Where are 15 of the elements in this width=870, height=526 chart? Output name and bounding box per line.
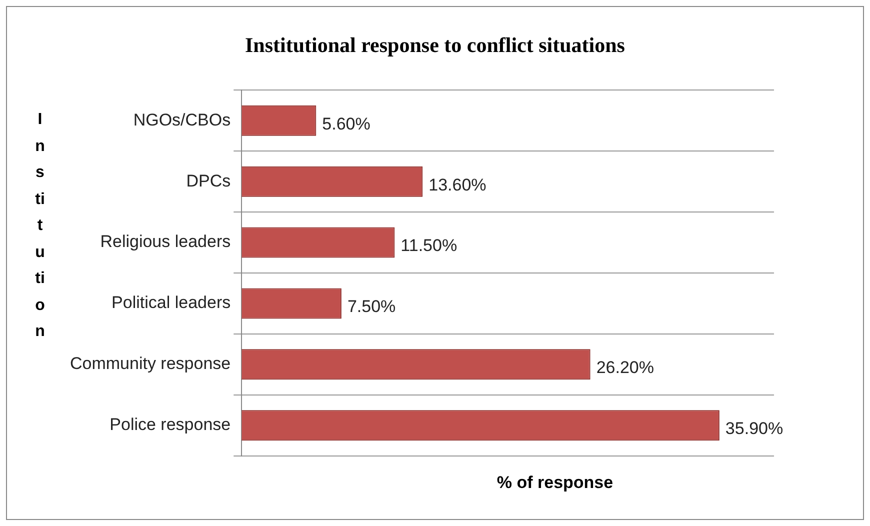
y-tick-label: Police response (110, 415, 231, 434)
y-tick-label: Political leaders (112, 293, 231, 312)
y-tick-label: Community response (70, 354, 231, 374)
chart-title: Institutional response to conflict situations (244, 33, 626, 58)
text: Institution (35, 111, 45, 340)
data-label: 26.20% (596, 358, 654, 378)
data-label: 7.50% (347, 297, 396, 316)
y-tick-label: Religious leaders (100, 232, 231, 252)
y-tick-label: NGOs/CBOs (133, 110, 231, 130)
data-label: 13.60% (428, 175, 486, 194)
data-label: 5.60% (322, 114, 370, 134)
data-label: 35.90% (725, 419, 784, 438)
x-axis-title: % of response (496, 473, 614, 493)
y-tick-label: DPCs (186, 171, 231, 190)
data-label: 11.50% (400, 236, 458, 256)
